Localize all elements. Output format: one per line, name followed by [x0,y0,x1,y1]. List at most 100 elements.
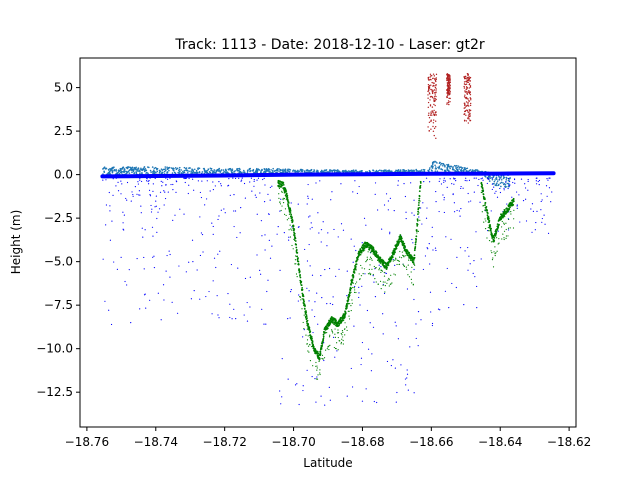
data-point [406,268,408,270]
data-point [264,249,266,251]
data-point [316,365,318,367]
data-point [482,193,485,196]
data-point [231,169,234,172]
data-point [332,336,335,338]
data-point [331,329,333,331]
data-point [307,335,309,337]
data-point [404,248,407,251]
data-point [363,247,366,250]
data-point [399,256,401,258]
series-2-scatter-noise [102,177,553,406]
data-point [453,164,456,167]
data-point [186,172,189,174]
data-point [503,187,505,189]
data-point [172,167,174,170]
data-point [531,203,534,205]
data-point [448,97,450,100]
data-point [293,234,296,237]
data-point [313,170,316,172]
data-point [348,294,351,296]
data-point [222,171,225,174]
data-point [435,190,437,193]
data-point [399,234,402,236]
data-point [470,200,472,202]
data-point [323,359,325,362]
data-point [302,389,304,392]
data-point [436,170,439,172]
data-point [289,291,292,293]
data-point [496,250,498,252]
data-point [431,114,433,116]
data-point [407,169,410,171]
data-point [486,237,488,239]
data-point [143,256,145,259]
data-point [429,291,432,293]
data-point [447,101,450,104]
x-axis: −18.76 −18.74 −18.72 −18.70 −18.68 −18.66 −18.… [65,427,591,449]
data-point [433,92,436,94]
data-point [201,171,204,173]
data-point [178,166,181,169]
data-point [486,209,489,212]
data-point [298,170,301,172]
data-point [132,195,134,197]
data-point [287,205,290,208]
data-point [377,259,379,261]
data-point [166,171,169,174]
data-point [310,336,313,338]
data-point [448,81,450,84]
data-point [255,196,257,198]
data-point [460,187,462,190]
data-point [174,172,177,175]
data-point [531,231,533,233]
data-point [464,110,466,113]
data-point [298,294,300,296]
data-point [333,346,335,349]
data-point [418,195,421,198]
data-point [468,77,471,80]
data-point [484,204,486,206]
data-point [400,257,403,259]
data-point [431,92,434,95]
data-point [126,166,129,169]
data-point [432,130,435,132]
data-point [255,168,258,170]
data-point [369,258,371,260]
data-point [415,337,417,340]
data-point [149,177,151,179]
data-point [312,331,314,334]
data-point [407,264,409,266]
data-point [501,226,503,228]
data-point [493,237,496,239]
data-point [446,186,448,188]
data-point [435,167,438,170]
data-point [233,308,235,310]
data-point [210,167,213,170]
data-point [168,250,170,252]
data-point [437,308,440,310]
data-point [257,169,259,171]
data-point [328,345,330,347]
data-point [293,228,296,230]
data-point [440,168,443,170]
data-point [126,181,129,184]
data-point [321,344,324,347]
data-point [389,233,391,235]
data-point [467,103,469,105]
data-point [136,170,139,172]
data-point [159,191,162,193]
data-point [418,201,420,204]
data-point [466,73,469,75]
data-point [231,168,234,170]
data-point [444,166,446,168]
data-point [315,401,317,403]
data-point [212,225,214,228]
data-point [432,125,434,128]
data-point [357,170,359,173]
data-point [432,73,435,75]
data-point [473,260,475,262]
data-point [346,329,348,332]
data-point [435,126,437,128]
data-point [383,204,386,206]
data-point [344,334,346,336]
